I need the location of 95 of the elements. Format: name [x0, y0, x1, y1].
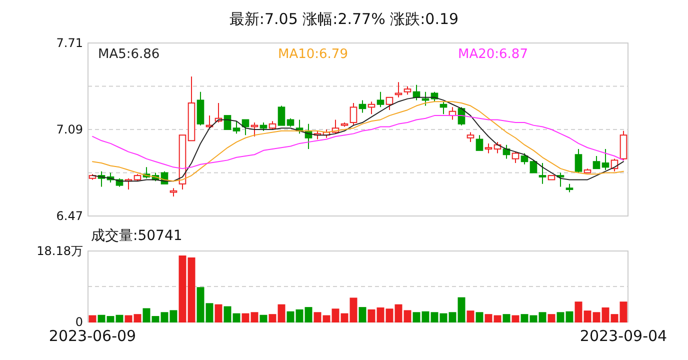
candlestick	[232, 120, 240, 134]
bar	[448, 312, 456, 322]
bar	[224, 306, 232, 322]
bar	[286, 311, 294, 322]
bar	[610, 314, 618, 322]
candlestick	[224, 115, 232, 130]
y-tick-label: 0	[75, 315, 83, 329]
bar	[494, 315, 502, 322]
bar	[412, 312, 420, 322]
bar	[340, 313, 348, 322]
y-tick-label: 7.09	[56, 122, 83, 136]
bar	[142, 308, 150, 322]
bar	[124, 315, 132, 322]
bar	[404, 310, 412, 322]
candlestick	[278, 105, 286, 126]
bar	[476, 312, 484, 322]
bar	[520, 314, 528, 322]
bar	[304, 307, 312, 322]
candlestick	[556, 172, 564, 188]
bar	[394, 304, 402, 322]
bar	[152, 316, 160, 322]
bar	[170, 310, 178, 322]
bar	[556, 312, 564, 322]
bar	[422, 311, 430, 322]
bar	[584, 310, 592, 322]
bar	[592, 312, 600, 322]
candlestick	[376, 91, 384, 108]
y-tick-label: 7.71	[56, 36, 83, 50]
bar	[196, 287, 204, 322]
bar	[188, 257, 196, 322]
bar	[386, 308, 394, 322]
candlestick	[620, 130, 628, 161]
y-tick-label: 6.47	[56, 209, 83, 223]
chart-title: 成交量:50741	[91, 228, 182, 244]
bar	[466, 310, 474, 322]
candlestick	[520, 152, 528, 165]
candlestick	[368, 101, 376, 115]
candlestick	[440, 101, 448, 115]
bar	[548, 314, 556, 322]
bar	[268, 314, 276, 322]
bar	[430, 312, 438, 322]
candlestick	[242, 119, 250, 136]
bar	[214, 304, 222, 322]
bar	[160, 312, 168, 322]
bar	[358, 307, 366, 322]
bar	[98, 314, 106, 322]
candlestick	[476, 134, 484, 151]
bar	[134, 314, 142, 322]
bar	[296, 309, 304, 322]
bar	[206, 303, 214, 322]
bar	[376, 307, 384, 322]
x-tick-label: 2023-06-09	[48, 327, 136, 345]
bar	[350, 298, 358, 322]
candlestick	[386, 96, 394, 110]
candlestick	[602, 148, 610, 170]
candlestick	[358, 100, 366, 114]
y-tick-label: 18.18万	[36, 244, 83, 258]
text: MA20:6.87	[458, 47, 528, 62]
bar	[322, 315, 330, 322]
candlestick	[592, 156, 600, 170]
bar	[332, 308, 340, 322]
x-tick-label: 2023-09-04	[580, 327, 668, 345]
bar	[458, 297, 466, 322]
candlestick	[538, 162, 546, 184]
bar	[512, 315, 520, 322]
candlestick	[530, 160, 538, 174]
candlestick	[574, 148, 582, 174]
text: MA10:6.79	[278, 47, 348, 62]
bar	[232, 313, 240, 322]
bar	[250, 312, 258, 322]
candlestick	[484, 142, 492, 154]
candlestick	[196, 91, 204, 126]
bar	[368, 309, 376, 322]
bar	[574, 302, 582, 322]
text: MA5:6.86	[98, 47, 160, 62]
bar	[88, 315, 96, 322]
bar	[440, 313, 448, 322]
bar	[602, 307, 610, 322]
candlestick	[466, 132, 474, 143]
bar	[484, 314, 492, 322]
bar	[116, 314, 124, 322]
bar	[314, 312, 322, 322]
bar	[502, 314, 510, 322]
bar	[538, 312, 546, 322]
bar	[530, 315, 538, 322]
bar	[242, 313, 250, 322]
bar	[278, 304, 286, 322]
bar	[566, 311, 574, 322]
bar	[260, 314, 268, 322]
candlestick	[394, 82, 402, 98]
bar	[620, 302, 628, 322]
chart-title: 最新:7.05 涨幅:2.77% 涨跌:0.19	[229, 10, 459, 28]
bar	[106, 316, 114, 322]
candlestick	[350, 102, 358, 126]
bar	[178, 256, 186, 322]
